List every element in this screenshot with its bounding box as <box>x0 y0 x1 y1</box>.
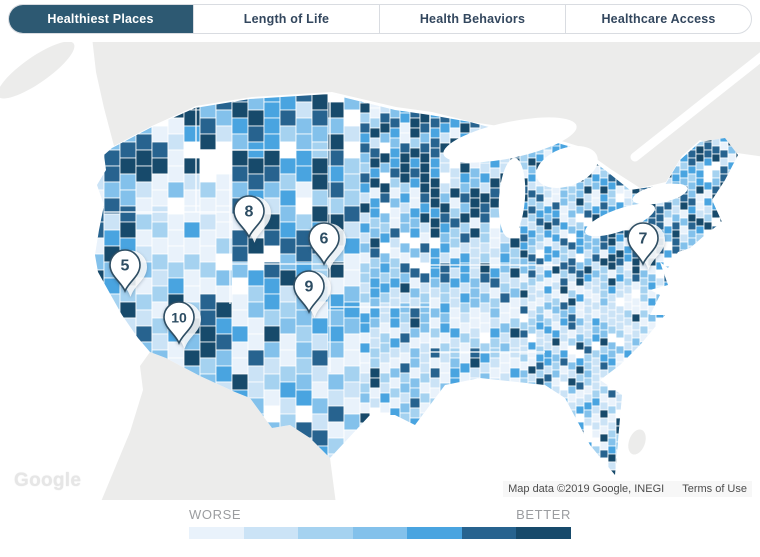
legend-swatch-4 <box>352 527 408 539</box>
map-pin-7[interactable]: 7 <box>617 216 669 274</box>
tab-healthcare-access[interactable]: Healthcare Access <box>565 5 751 33</box>
legend-color-scale <box>189 527 572 539</box>
legend-swatch-3 <box>298 527 353 539</box>
pin-number: 6 <box>320 231 329 248</box>
choropleth-map <box>0 42 760 500</box>
map-canvas[interactable]: Google Map data ©2019 Google, INEGI Term… <box>0 42 760 500</box>
pin-number: 5 <box>121 258 130 275</box>
legend-swatch-6 <box>461 527 517 539</box>
legend-swatch-7 <box>516 527 572 539</box>
pin-number: 7 <box>639 231 648 248</box>
map-pin-10[interactable]: 10 <box>153 295 205 353</box>
legend-swatch-1 <box>189 527 244 539</box>
map-data-text: Map data ©2019 Google, INEGI <box>508 483 665 495</box>
tab-length-of-life[interactable]: Length of Life <box>193 5 379 33</box>
tab-health-behaviors[interactable]: Health Behaviors <box>379 5 565 33</box>
tab-healthiest-places[interactable]: Healthiest Places <box>9 5 193 33</box>
map-attribution: Map data ©2019 Google, INEGI Terms of Us… <box>503 481 752 497</box>
terms-of-use-link[interactable]: Terms of Use <box>682 483 747 495</box>
pin-number: 9 <box>305 279 314 296</box>
legend-worse-label: WORSE <box>189 507 242 522</box>
legend-better-label: BETTER <box>516 507 571 522</box>
legend: WORSE BETTER <box>189 507 572 539</box>
tab-bar: Healthiest Places Length of Life Health Be… <box>8 4 752 34</box>
map-pin-6[interactable]: 6 <box>298 216 350 274</box>
map-pin-8[interactable]: 8 <box>223 189 275 247</box>
google-logo[interactable]: Google <box>14 470 82 491</box>
map-pin-5[interactable]: 5 <box>99 243 151 301</box>
pin-number: 10 <box>171 310 187 326</box>
map-pin-9[interactable]: 9 <box>283 264 335 322</box>
legend-swatch-5 <box>407 527 462 539</box>
pin-number: 8 <box>245 204 254 221</box>
legend-swatch-2 <box>243 527 299 539</box>
